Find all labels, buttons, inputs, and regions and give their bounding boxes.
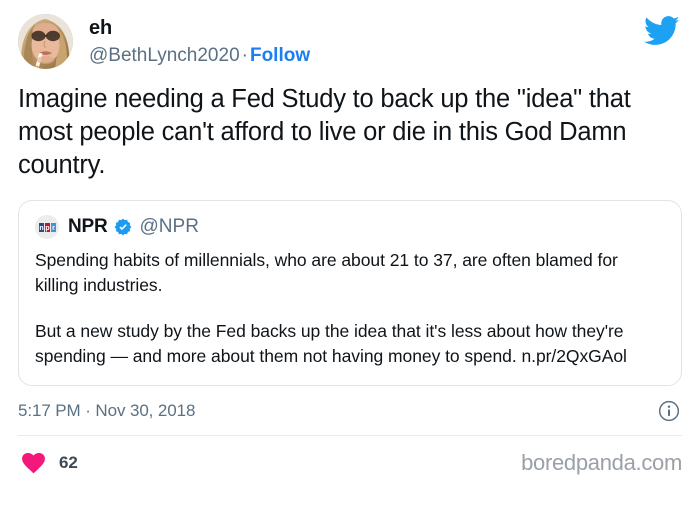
like-group[interactable]: 62 — [22, 452, 78, 474]
svg-text:p: p — [45, 225, 49, 232]
twitter-bird-icon[interactable] — [644, 16, 680, 46]
follow-link[interactable]: Follow — [249, 44, 311, 66]
quoted-tweet-header: n p r NPR @NPR — [35, 215, 665, 240]
tweet-footer-row: 62 boredpanda.com — [0, 436, 700, 476]
user-handle[interactable]: @BethLynch2020 — [89, 44, 240, 66]
svg-text:n: n — [39, 225, 43, 232]
display-name: eh — [89, 17, 113, 39]
quoted-paragraph: Spending habits of millennials, who are … — [35, 250, 618, 296]
author-block: eh @BethLynch2020 · Follow — [89, 14, 310, 68]
verified-badge-icon — [114, 218, 132, 236]
tweet-body-text: Imagine needing a Fed Study to back up t… — [18, 85, 638, 180]
like-count: 62 — [59, 453, 78, 473]
svg-text:r: r — [52, 225, 55, 232]
quoted-display-name: NPR — [68, 216, 108, 238]
quoted-handle: @NPR — [139, 216, 199, 238]
watermark: boredpanda.com — [521, 450, 682, 476]
heart-icon[interactable] — [22, 452, 45, 474]
quoted-tweet-card[interactable]: n p r NPR @NPR Spending habits of millen… — [18, 200, 682, 387]
tweet-meta-row: 5:17 PM · Nov 30, 2018 — [0, 386, 700, 422]
quoted-tweet-body: Spending habits of millennials, who are … — [35, 248, 665, 369]
footer-divider — [18, 435, 682, 437]
handle-row: @BethLynch2020 · Follow — [89, 44, 310, 69]
info-icon[interactable] — [658, 400, 680, 422]
tweet-header: eh @BethLynch2020 · Follow — [0, 0, 700, 69]
avatar[interactable] — [18, 14, 73, 69]
quoted-paragraph: But a new study by the Fed backs up the … — [35, 321, 627, 367]
handle-separator: · — [241, 44, 248, 66]
tweet-timestamp: 5:17 PM · Nov 30, 2018 — [18, 401, 196, 421]
npr-logo-icon: n p r — [35, 215, 59, 240]
